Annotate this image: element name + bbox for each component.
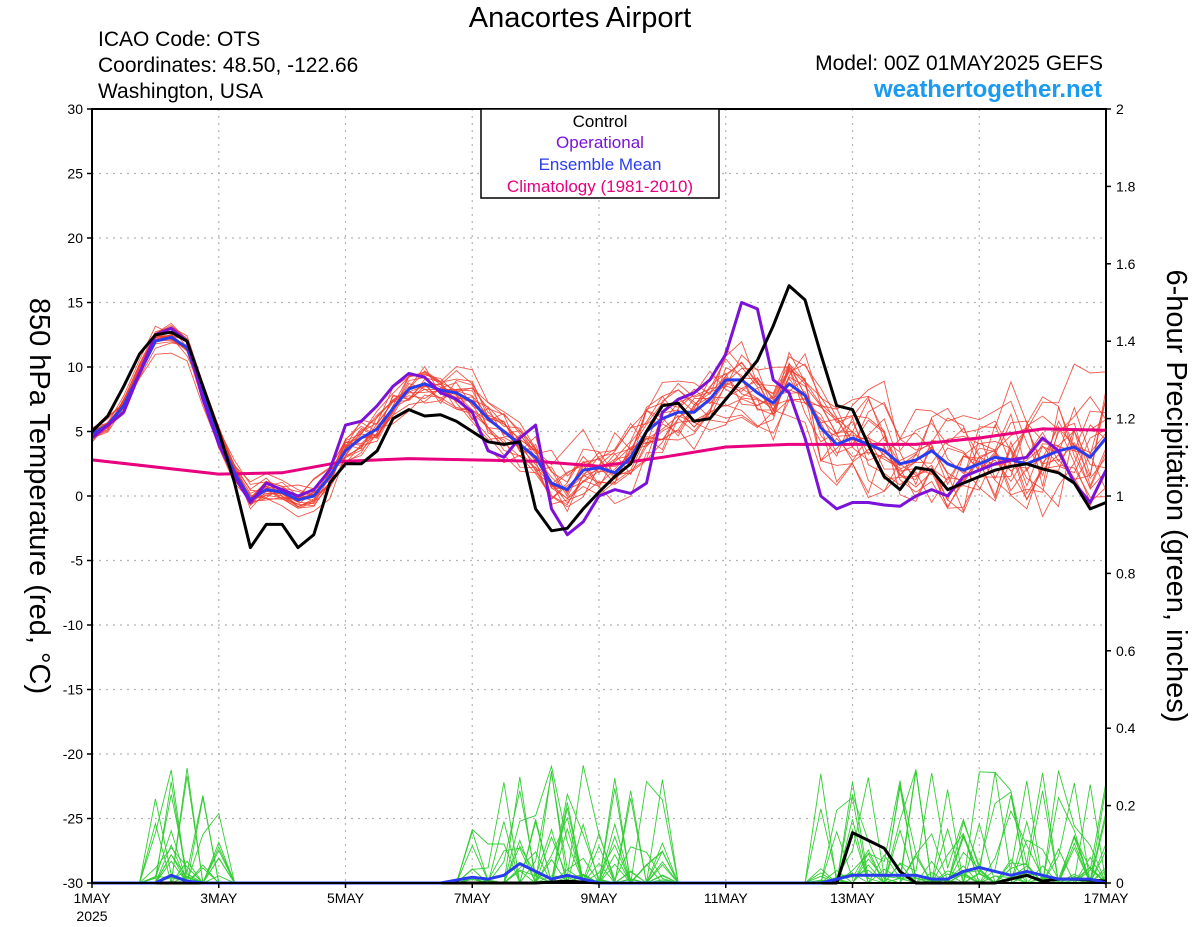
left-axis-tick-label: -5: [71, 553, 84, 569]
right-axis-tick-label: 0: [1116, 875, 1124, 891]
legend-entry-operational: Operational: [556, 133, 644, 152]
x-axis-tick-label: 11MAY: [704, 890, 748, 906]
left-axis-tick-label: 5: [75, 424, 83, 440]
right-axis-label: 6-hour Precipitation (green, inches): [1160, 270, 1192, 723]
x-axis-year-label: 2025: [76, 908, 107, 924]
left-axis-tick-label: -15: [63, 682, 83, 698]
temp-series-operational: [91, 301, 1108, 537]
right-axis-tick-label: 1.4: [1116, 333, 1136, 349]
legend-entry-control: Control: [573, 112, 628, 131]
icao-code-label: ICAO Code: OTS: [98, 28, 261, 51]
temp-member-line: [91, 338, 1107, 508]
legend-entry-ensemble-mean: Ensemble Mean: [539, 155, 662, 174]
right-axis-tick-label: 0.6: [1116, 643, 1136, 659]
temp-series-control: [90, 284, 1107, 550]
legend-entry-climatology: Climatology (1981-2010): [507, 177, 693, 196]
left-axis-tick-label: -25: [63, 811, 83, 827]
x-axis-tick-label: 1MAY: [73, 890, 111, 906]
x-axis-tick-label: 17MAY: [1084, 890, 1130, 906]
left-axis-tick-label: -10: [63, 617, 83, 633]
temp-member-line: [91, 336, 1107, 500]
legend-box: [480, 108, 720, 199]
temp-series-ensemble_mean: [91, 335, 1108, 502]
left-axis-tick-label: 25: [67, 166, 83, 182]
brand-label: weathertogether.net: [873, 76, 1102, 103]
temp-member-line: [91, 335, 1107, 505]
left-axis-tick-label: 20: [67, 230, 83, 246]
right-axis-tick-label: 1.6: [1116, 256, 1136, 272]
right-axis-tick-label: 1: [1116, 488, 1124, 504]
x-axis-tick-label: 9MAY: [580, 890, 618, 906]
coordinates-label: Coordinates: 48.50, -122.66: [98, 54, 359, 77]
temp-member-line: [91, 326, 1107, 505]
right-axis-tick-label: 1.2: [1116, 411, 1136, 427]
x-axis-tick-label: 7MAY: [454, 890, 492, 906]
left-axis-tick-label: -30: [63, 875, 83, 891]
left-axis-tick-label: 10: [67, 359, 83, 375]
right-axis-tick-label: 2: [1116, 101, 1124, 117]
right-axis-tick-label: 0.4: [1116, 720, 1136, 736]
left-axis-tick-label: 0: [75, 488, 83, 504]
model-label: Model: 00Z 01MAY2025 GEFS: [815, 52, 1103, 75]
chart-title: Anacortes Airport: [468, 2, 692, 34]
axes-group: -30-25-20-15-10-505101520253000.20.40.60…: [63, 101, 1136, 924]
left-axis-tick-label: 15: [67, 295, 83, 311]
left-axis-tick-label: -20: [63, 746, 83, 762]
x-axis-tick-label: 3MAY: [200, 890, 238, 906]
legend: Control Operational Ensemble Mean Climat…: [480, 108, 720, 199]
right-axis-tick-label: 0.8: [1116, 565, 1136, 581]
x-axis-tick-label: 13MAY: [830, 890, 876, 906]
x-axis-tick-label: 15MAY: [957, 890, 1003, 906]
region-label: Washington, USA: [98, 80, 263, 103]
right-axis-tick-label: 1.8: [1116, 178, 1136, 194]
grid-lines: [92, 109, 1106, 883]
left-axis-tick-label: 30: [67, 101, 83, 117]
left-axis-label: 850 hPa Temperature (red, °C): [23, 298, 55, 694]
right-axis-tick-label: 0.2: [1116, 798, 1136, 814]
x-axis-tick-label: 5MAY: [327, 890, 365, 906]
